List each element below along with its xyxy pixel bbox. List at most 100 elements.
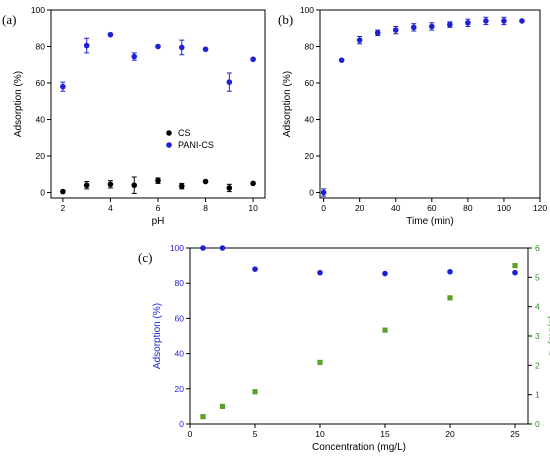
- x-tick-label: 4: [108, 203, 113, 213]
- panel-label-a: (a): [2, 12, 16, 27]
- data-point: [200, 245, 206, 251]
- data-point: [155, 177, 161, 184]
- panel-label-b: (b): [278, 12, 293, 27]
- x-axis-label: Concentration (mg/L): [312, 442, 406, 453]
- data-point-square: [512, 263, 518, 269]
- data-point-square: [382, 327, 388, 333]
- x-tick-label: 0: [321, 203, 326, 213]
- data-point: [131, 182, 138, 189]
- y-tick-label: 40: [36, 115, 46, 125]
- data-point: [465, 19, 471, 26]
- y-tick-label: 60: [175, 313, 185, 323]
- y2-label-main: q: [547, 351, 550, 357]
- y2-tick-label: 6: [535, 243, 540, 253]
- y-tick-label: 40: [305, 115, 315, 125]
- data-point: [178, 44, 185, 51]
- y-tick-label: 100: [300, 5, 314, 15]
- data-point: [410, 24, 417, 31]
- data-point-square: [447, 295, 453, 301]
- y2-axis-label: qe (mg/g): [547, 315, 550, 356]
- data-point: [374, 30, 381, 36]
- data-point-square: [317, 359, 323, 365]
- y-axis-label: Adsorption (%): [13, 71, 24, 137]
- data-point: [155, 43, 161, 50]
- data-point: [512, 269, 518, 276]
- data-point: [338, 57, 345, 63]
- data-point: [178, 183, 185, 189]
- x-tick-label: 10: [315, 429, 325, 439]
- panel-label-c: (c): [138, 250, 152, 265]
- data-point: [429, 23, 435, 30]
- x-tick-label: 120: [533, 203, 547, 213]
- x-tick-label: 20: [445, 429, 455, 439]
- plot-frame: [189, 247, 529, 425]
- y-tick-label: 100: [31, 5, 45, 15]
- data-point: [250, 56, 256, 63]
- data-point: [356, 37, 363, 43]
- y-tick-label: 0: [309, 188, 314, 198]
- y-tick-label: 0: [40, 188, 45, 198]
- data-point: [447, 268, 453, 275]
- data-point: [320, 189, 327, 196]
- y-tick-label: 20: [175, 384, 185, 394]
- x-tick-label: 15: [380, 429, 390, 439]
- x-tick-label: 20: [355, 203, 365, 213]
- data-point: [202, 178, 209, 185]
- data-point: [447, 21, 453, 28]
- y2-tick-label: 4: [535, 302, 540, 312]
- data-point: [202, 46, 209, 53]
- data-point: [60, 188, 66, 195]
- legend-label: PANI-CS: [178, 140, 214, 150]
- data-point-square: [200, 414, 206, 420]
- x-tick-label: 100: [497, 203, 511, 213]
- data-point: [519, 18, 525, 24]
- y2-tick-label: 1: [535, 390, 540, 400]
- y2-tick-label: 2: [535, 360, 540, 370]
- y-tick-label: 0: [179, 419, 184, 429]
- x-tick-label: 40: [391, 203, 401, 213]
- data-point-square: [219, 403, 226, 409]
- data-point: [226, 185, 233, 191]
- data-point: [131, 53, 138, 60]
- y-tick-label: 100: [170, 243, 184, 253]
- x-tick-label: 0: [188, 429, 193, 439]
- legend-marker: [166, 142, 172, 148]
- data-point: [483, 18, 489, 24]
- y2-label-unit: (mg/g): [547, 315, 550, 347]
- data-point: [501, 18, 507, 24]
- legend-marker: [166, 130, 172, 136]
- data-point: [83, 182, 90, 189]
- data-point: [219, 245, 226, 251]
- x-tick-label: 2: [61, 203, 66, 213]
- y2-tick-label: 3: [535, 331, 540, 341]
- x-axis-label: Time (min): [406, 216, 453, 227]
- y-tick-label: 80: [175, 278, 185, 288]
- x-tick-label: 80: [463, 203, 473, 213]
- y-tick-label: 60: [305, 78, 315, 88]
- data-point: [250, 180, 256, 187]
- x-tick-label: 5: [253, 429, 258, 439]
- x-tick-label: 25: [510, 429, 520, 439]
- plot-frame: [50, 9, 266, 199]
- data-point: [252, 266, 258, 272]
- x-axis-label: pH: [152, 216, 165, 227]
- data-point: [107, 31, 114, 38]
- y-tick-label: 20: [36, 151, 46, 161]
- data-point: [83, 42, 90, 49]
- data-point: [317, 269, 323, 276]
- x-tick-label: 8: [203, 203, 208, 213]
- chart-panel-b: 0 20 40 60 80 100 120 0 20 40 60 80 100 Time (min) Ads…: [282, 5, 547, 227]
- y2-tick-label: 0: [535, 419, 540, 429]
- x-tick-label: 6: [156, 203, 161, 213]
- data-point-square: [252, 389, 258, 395]
- y-tick-label: 80: [36, 42, 46, 52]
- legend-label: CS: [178, 128, 191, 138]
- y-axis-label: Adsorption (%): [152, 303, 163, 369]
- data-point: [392, 27, 399, 33]
- data-point: [60, 83, 66, 90]
- y-tick-label: 40: [175, 349, 185, 359]
- data-point: [107, 181, 114, 188]
